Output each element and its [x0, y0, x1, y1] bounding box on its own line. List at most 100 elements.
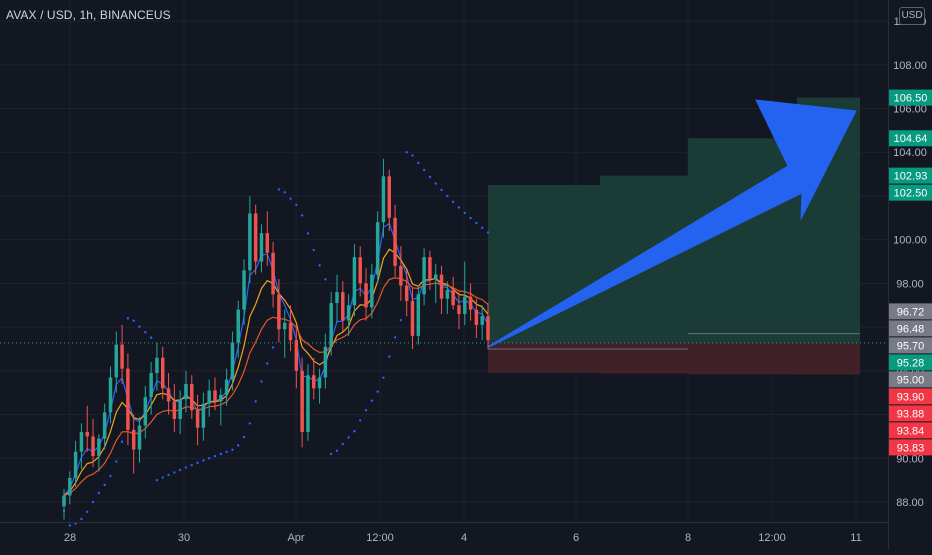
trend-arrow-shape[interactable] [488, 99, 857, 348]
candle-body [166, 388, 171, 402]
candle[interactable] [73, 440, 78, 487]
candle[interactable] [381, 158, 386, 238]
candle[interactable] [358, 246, 362, 297]
loss-zone [488, 342, 600, 374]
sar-dot [120, 440, 124, 443]
candle[interactable] [137, 416, 142, 463]
candle[interactable] [271, 241, 275, 308]
candle[interactable] [219, 388, 223, 426]
candle[interactable] [201, 392, 206, 441]
candle[interactable] [190, 375, 194, 419]
candle[interactable] [439, 265, 444, 315]
candle-body [224, 379, 229, 395]
candle[interactable] [294, 329, 299, 389]
candle[interactable] [102, 403, 107, 450]
candle[interactable] [207, 379, 211, 417]
candle[interactable] [341, 281, 345, 332]
candle[interactable] [416, 285, 421, 345]
candle[interactable] [404, 270, 409, 317]
candle[interactable] [62, 488, 66, 520]
trend-arrow[interactable] [488, 99, 857, 348]
candle[interactable] [213, 377, 217, 411]
candle[interactable] [68, 471, 72, 505]
candle[interactable] [178, 390, 182, 435]
candle[interactable] [486, 303, 490, 349]
currency-button[interactable]: USD [899, 7, 925, 25]
sar-dot [486, 231, 490, 234]
candle[interactable] [277, 279, 281, 343]
candle[interactable] [399, 246, 403, 301]
candle[interactable] [474, 298, 479, 339]
sar-dot [440, 188, 443, 192]
sar-dot [335, 449, 339, 453]
candle[interactable] [346, 294, 351, 336]
candle[interactable] [428, 250, 432, 290]
candle[interactable] [463, 261, 467, 325]
candle[interactable] [79, 423, 84, 470]
candle[interactable] [259, 224, 264, 273]
candle[interactable] [422, 248, 426, 306]
candle-body [370, 274, 374, 308]
candle[interactable] [468, 283, 473, 321]
sar-dot [364, 409, 368, 412]
candle[interactable] [265, 211, 270, 266]
candle[interactable] [242, 259, 246, 325]
candle[interactable] [126, 353, 130, 446]
candle[interactable] [195, 394, 200, 446]
candle[interactable] [317, 368, 322, 404]
candle[interactable] [120, 324, 124, 384]
candle-body [184, 383, 188, 400]
candle-body [207, 390, 211, 404]
candle[interactable] [149, 362, 153, 415]
candle-body [439, 274, 444, 299]
candle[interactable] [114, 331, 119, 393]
candle[interactable] [230, 331, 235, 391]
candle[interactable] [172, 383, 177, 433]
candle[interactable] [352, 244, 357, 317]
candle-body [155, 357, 159, 374]
candle[interactable] [370, 263, 374, 319]
candle-body [201, 403, 206, 428]
candle[interactable] [282, 309, 287, 358]
candle[interactable] [300, 357, 304, 448]
candle[interactable] [248, 195, 252, 284]
candle[interactable] [410, 287, 415, 349]
candle[interactable] [108, 366, 113, 424]
candle[interactable] [166, 373, 171, 415]
candle[interactable] [387, 169, 392, 231]
candle[interactable] [85, 405, 89, 452]
candle[interactable] [329, 292, 333, 356]
candle[interactable] [457, 292, 461, 330]
candle[interactable] [143, 386, 148, 439]
candle-body [271, 252, 275, 295]
candle[interactable] [131, 414, 136, 474]
candle[interactable] [323, 333, 328, 389]
candle[interactable] [155, 342, 159, 391]
candle[interactable] [97, 434, 101, 472]
candle[interactable] [224, 368, 229, 406]
sar-dot [312, 248, 315, 252]
candle[interactable] [312, 357, 316, 400]
chart-title: AVAX / USD, 1h, BINANCEUS [6, 8, 171, 22]
candle[interactable] [236, 300, 240, 358]
candle[interactable] [306, 364, 310, 441]
candle[interactable] [364, 268, 368, 321]
candle[interactable] [393, 204, 397, 277]
candle[interactable] [184, 370, 188, 413]
candle[interactable] [253, 204, 258, 275]
candle[interactable] [451, 276, 455, 310]
candle[interactable] [480, 305, 484, 341]
candle[interactable] [288, 305, 293, 352]
candle[interactable] [445, 281, 450, 315]
candle[interactable] [91, 418, 95, 468]
candle[interactable] [375, 211, 380, 284]
candle[interactable] [433, 263, 438, 304]
candle-body [300, 370, 304, 433]
candle[interactable] [160, 346, 165, 400]
sar-dot [329, 452, 333, 456]
candles[interactable] [62, 158, 490, 520]
price-label-bg [889, 354, 932, 371]
candle[interactable] [335, 274, 339, 323]
